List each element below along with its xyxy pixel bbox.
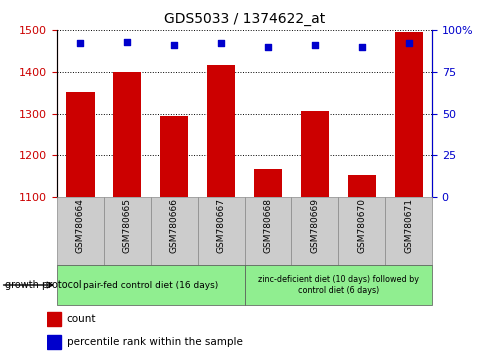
Text: growth protocol: growth protocol xyxy=(5,280,81,290)
Point xyxy=(76,40,84,46)
Point xyxy=(357,44,365,50)
Text: GSM780668: GSM780668 xyxy=(263,198,272,253)
Text: count: count xyxy=(66,314,96,324)
Bar xyxy=(197,197,244,265)
Bar xyxy=(291,197,337,265)
Point xyxy=(123,39,131,45)
Bar xyxy=(66,92,94,197)
Point xyxy=(263,44,271,50)
Text: GSM780667: GSM780667 xyxy=(216,198,225,253)
Bar xyxy=(113,72,141,197)
Text: zinc-deficient diet (10 days) followed by
control diet (6 days): zinc-deficient diet (10 days) followed b… xyxy=(257,275,418,295)
Bar xyxy=(57,197,104,265)
Bar xyxy=(151,197,197,265)
Bar xyxy=(160,116,188,197)
Bar xyxy=(347,175,375,197)
Bar xyxy=(244,265,431,305)
Text: GSM780670: GSM780670 xyxy=(356,198,365,253)
Text: GSM780669: GSM780669 xyxy=(310,198,318,253)
Text: GSM780666: GSM780666 xyxy=(169,198,178,253)
Point xyxy=(404,40,411,46)
Text: GSM780665: GSM780665 xyxy=(122,198,132,253)
Title: GDS5033 / 1374622_at: GDS5033 / 1374622_at xyxy=(164,12,324,26)
Point xyxy=(170,42,178,48)
Bar xyxy=(337,197,384,265)
Bar xyxy=(47,335,60,349)
Bar xyxy=(57,265,244,305)
Bar xyxy=(47,312,60,326)
Point xyxy=(217,40,225,46)
Bar xyxy=(253,169,281,197)
Text: GSM780664: GSM780664 xyxy=(76,198,85,253)
Bar xyxy=(244,197,291,265)
Bar xyxy=(393,32,422,197)
Point xyxy=(310,42,318,48)
Text: GSM780671: GSM780671 xyxy=(403,198,412,253)
Bar xyxy=(384,197,431,265)
Bar xyxy=(300,112,328,197)
Bar xyxy=(104,197,151,265)
Text: pair-fed control diet (16 days): pair-fed control diet (16 days) xyxy=(83,280,218,290)
Text: percentile rank within the sample: percentile rank within the sample xyxy=(66,337,242,347)
Bar xyxy=(207,65,235,197)
